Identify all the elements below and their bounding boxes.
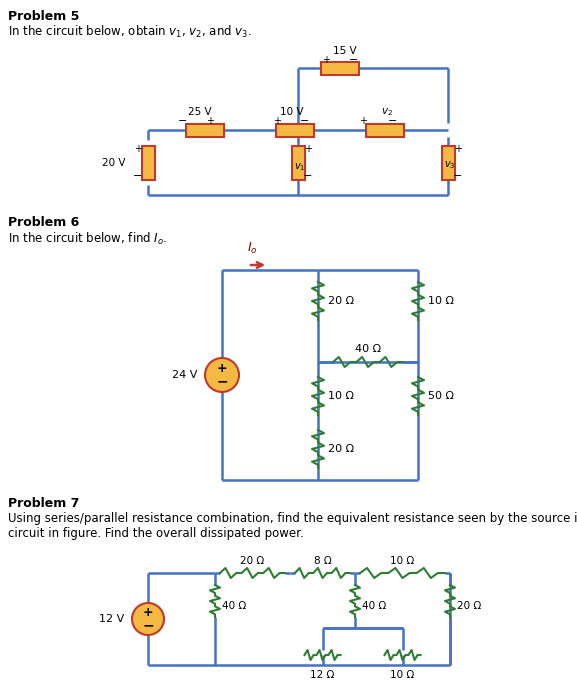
Text: +: + <box>134 144 142 155</box>
Text: −: − <box>349 55 359 65</box>
Text: +: + <box>454 144 462 155</box>
Circle shape <box>205 358 239 392</box>
Text: 40 Ω: 40 Ω <box>222 601 246 611</box>
Text: +: + <box>217 362 227 375</box>
Text: +: + <box>359 116 367 126</box>
Bar <box>141 146 155 179</box>
Text: +: + <box>304 144 312 155</box>
Text: +: + <box>206 116 214 126</box>
Bar <box>321 62 359 74</box>
Text: 25 V: 25 V <box>188 107 212 117</box>
Text: 40 Ω: 40 Ω <box>355 344 381 354</box>
Text: −: − <box>300 116 310 126</box>
Text: −: − <box>454 171 463 181</box>
Text: −: − <box>178 116 188 126</box>
Text: +: + <box>143 606 153 619</box>
Circle shape <box>132 603 164 635</box>
Text: 20 Ω: 20 Ω <box>241 556 265 566</box>
Text: 10 Ω: 10 Ω <box>391 670 415 680</box>
Text: −: − <box>216 374 228 388</box>
Text: 12 V: 12 V <box>99 614 124 624</box>
Text: 20 Ω: 20 Ω <box>328 444 354 454</box>
Text: −: − <box>304 171 313 181</box>
Text: 10 Ω: 10 Ω <box>391 556 415 566</box>
Text: 20 Ω: 20 Ω <box>457 601 481 611</box>
Text: 20 V: 20 V <box>103 158 126 167</box>
Text: −: − <box>133 171 143 181</box>
Text: −: − <box>388 116 398 126</box>
Text: +: + <box>273 116 281 126</box>
Text: Problem 7: Problem 7 <box>8 497 80 510</box>
Text: $v_1$: $v_1$ <box>294 162 306 174</box>
Text: 10 Ω: 10 Ω <box>328 391 354 401</box>
Text: 20 Ω: 20 Ω <box>328 296 354 306</box>
Text: Problem 6: Problem 6 <box>8 216 79 229</box>
Text: 8 Ω: 8 Ω <box>314 556 331 566</box>
Text: 40 Ω: 40 Ω <box>362 601 386 611</box>
Bar <box>276 123 314 136</box>
Text: $I_o$: $I_o$ <box>247 241 258 256</box>
Bar <box>366 123 404 136</box>
Text: 10 V: 10 V <box>280 107 304 117</box>
Text: 12 Ω: 12 Ω <box>310 670 335 680</box>
Text: +: + <box>322 55 330 65</box>
Text: 24 V: 24 V <box>171 370 197 380</box>
Text: In the circuit below, find $I_o$.: In the circuit below, find $I_o$. <box>8 231 167 247</box>
Text: Problem 5: Problem 5 <box>8 10 80 23</box>
Text: 10 Ω: 10 Ω <box>428 296 454 306</box>
Bar <box>291 146 305 179</box>
Bar <box>441 146 455 179</box>
Text: Using series/parallel resistance combination, find the equivalent resistance see: Using series/parallel resistance combina… <box>8 512 577 540</box>
Text: 50 Ω: 50 Ω <box>428 391 454 401</box>
Bar <box>186 123 224 136</box>
Text: −: − <box>142 618 154 632</box>
Text: 15 V: 15 V <box>333 46 357 56</box>
Text: In the circuit below, obtain $v_1$, $v_2$, and $v_3$.: In the circuit below, obtain $v_1$, $v_2… <box>8 24 252 40</box>
Text: $v_2$: $v_2$ <box>381 106 393 118</box>
Text: $v_3$: $v_3$ <box>444 160 456 172</box>
